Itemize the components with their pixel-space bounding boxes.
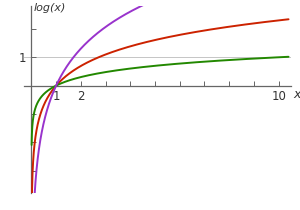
Text: x: x xyxy=(293,88,300,101)
Text: log(x): log(x) xyxy=(33,4,66,13)
